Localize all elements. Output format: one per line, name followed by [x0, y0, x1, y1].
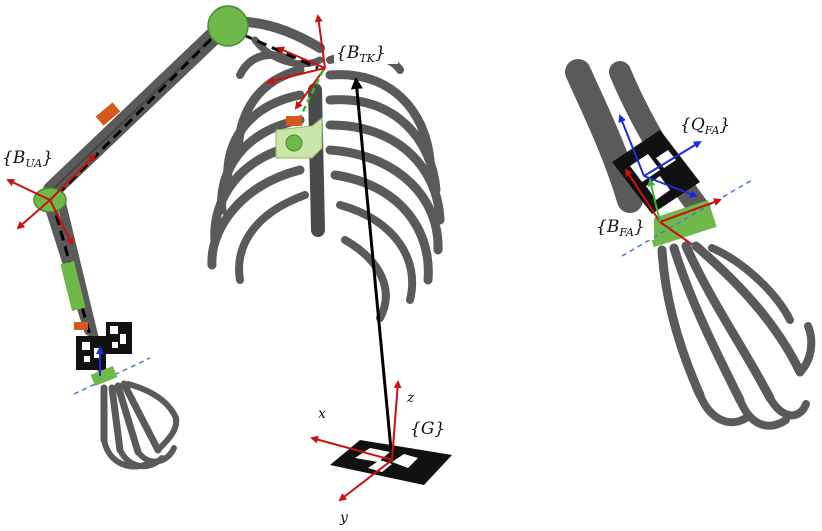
- global-to-tk-vector: [350, 77, 394, 461]
- right-wrist-cluster: [645, 200, 717, 248]
- axis-label-z: z: [406, 390, 415, 406]
- upper-arm-marker: [95, 102, 121, 126]
- forearm-marker: [74, 322, 88, 330]
- label-BFA: {BFA}: [594, 214, 654, 240]
- label-QFA: {QFA}: [680, 115, 730, 137]
- right-wrist-plane-line: [621, 179, 753, 257]
- axis-label-x: x: [318, 406, 326, 422]
- right-hand-bones: [657, 241, 816, 430]
- svg-text:{BTK}: {BTK}: [336, 43, 386, 65]
- svg-text:{BFA}: {BFA}: [596, 217, 645, 239]
- label-G: {G}: [410, 419, 445, 439]
- svg-text:{BUA}: {BUA}: [2, 148, 53, 170]
- frame-G-axes: [310, 380, 402, 502]
- tk-cluster: [275, 116, 323, 159]
- shoulder-joint: [207, 5, 249, 47]
- axis-label-y: y: [339, 510, 349, 526]
- forearm-strip: [60, 261, 86, 311]
- label-BTK: {BTK}: [334, 40, 398, 65]
- left-hand-bones: [100, 380, 180, 470]
- frame-BFA-axes: [624, 168, 722, 252]
- frame-BUA-axes: [6, 153, 97, 246]
- label-BUA: {BUA}: [2, 148, 53, 170]
- svg-text:{QFA}: {QFA}: [680, 115, 730, 137]
- left-wrist-cluster: [90, 365, 118, 387]
- ribcage: [207, 50, 445, 322]
